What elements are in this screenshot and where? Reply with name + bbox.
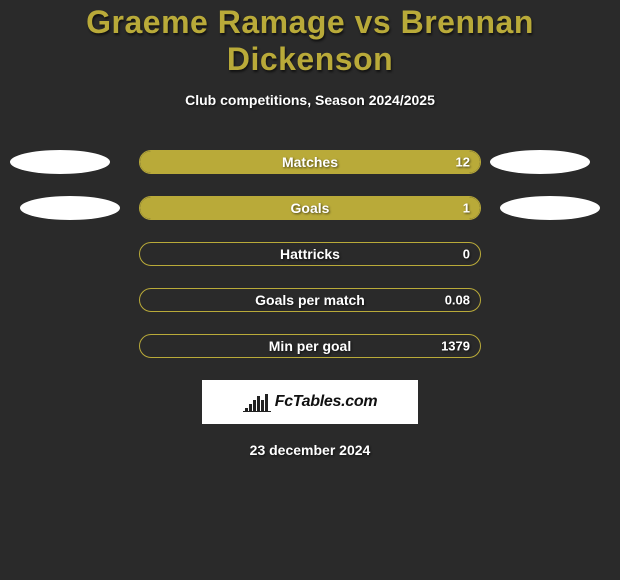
logo-text: FcTables.com [275, 393, 378, 411]
stat-row: Goals per match 0.08 [0, 288, 620, 312]
page-title: Graeme Ramage vs Brennan Dickenson [0, 4, 620, 78]
stat-bar-track: Hattricks 0 [139, 242, 481, 266]
stat-label: Min per goal [269, 338, 351, 354]
logo-box: FcTables.com [202, 380, 418, 424]
stat-value: 0.08 [445, 293, 470, 308]
stat-value: 1379 [441, 339, 470, 354]
stat-label: Matches [282, 154, 338, 170]
stat-value: 12 [456, 155, 470, 170]
stat-bar-track: Min per goal 1379 [139, 334, 481, 358]
stat-row: Hattricks 0 [0, 242, 620, 266]
stat-label: Goals per match [255, 292, 365, 308]
date-label: 23 december 2024 [0, 442, 620, 458]
stat-label: Hattricks [280, 246, 340, 262]
avatar-placeholder [500, 196, 600, 220]
comparison-card: Graeme Ramage vs Brennan Dickenson Club … [0, 0, 620, 458]
logo: FcTables.com [243, 392, 378, 412]
subtitle: Club competitions, Season 2024/2025 [0, 92, 620, 108]
barchart-icon [243, 392, 271, 412]
stat-value: 0 [463, 247, 470, 262]
stat-row: Min per goal 1379 [0, 334, 620, 358]
stat-bar-track: Goals per match 0.08 [139, 288, 481, 312]
stats-section: Matches 12 Goals 1 Hattricks 0 Goals per match… [0, 150, 620, 358]
stat-value: 1 [463, 201, 470, 216]
avatar-placeholder [20, 196, 120, 220]
avatar-placeholder [10, 150, 110, 174]
stat-bar-track: Matches 12 [139, 150, 481, 174]
avatar-placeholder [490, 150, 590, 174]
stat-label: Goals [291, 200, 330, 216]
stat-bar-track: Goals 1 [139, 196, 481, 220]
